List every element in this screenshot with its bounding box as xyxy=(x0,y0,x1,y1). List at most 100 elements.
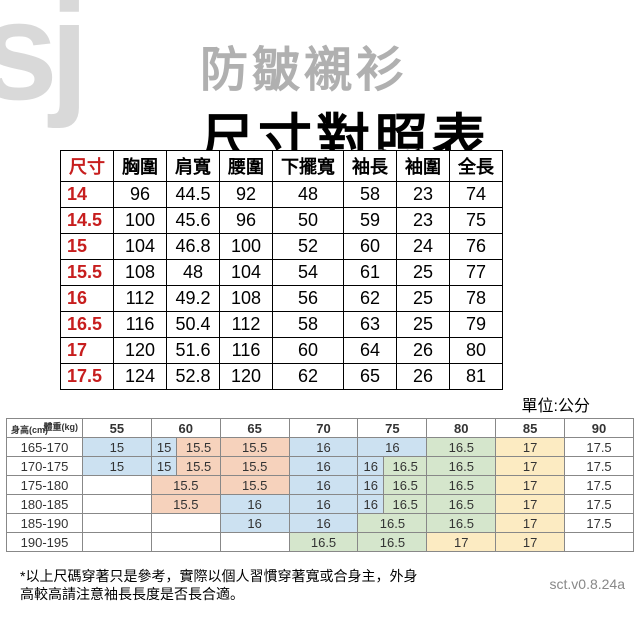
size-label-cell: 16.5 xyxy=(61,312,114,338)
height-label-cell: 170-175 xyxy=(7,457,83,476)
size-value-cell: 116 xyxy=(114,312,167,338)
rec-cell xyxy=(151,533,220,552)
rec-cell: 17.5 xyxy=(565,476,634,495)
size-value-cell: 104 xyxy=(220,260,273,286)
size-value-cell: 100 xyxy=(220,234,273,260)
size-row: 17.512452.812062652681 xyxy=(61,364,503,390)
size-label-cell: 17.5 xyxy=(61,364,114,390)
rec-cell: 16 xyxy=(289,514,358,533)
size-value-cell: 61 xyxy=(344,260,397,286)
rec-cell: 17 xyxy=(496,476,565,495)
size-value-cell: 96 xyxy=(114,182,167,208)
size-value-cell: 60 xyxy=(344,234,397,260)
height-label-cell: 190-195 xyxy=(7,533,83,552)
weight-header: 75 xyxy=(358,419,427,438)
rec-cell xyxy=(83,533,152,552)
unit-label: 單位:公分 xyxy=(522,392,590,416)
size-value-cell: 96 xyxy=(220,208,273,234)
rec-cell xyxy=(83,495,152,514)
rec-cell: 15 xyxy=(83,438,152,457)
size-label-cell: 16 xyxy=(61,286,114,312)
weight-header: 85 xyxy=(496,419,565,438)
size-value-cell: 25 xyxy=(397,260,450,286)
weight-header: 65 xyxy=(220,419,289,438)
size-value-cell: 23 xyxy=(397,208,450,234)
rec-cell: 16 xyxy=(358,457,384,476)
size-col-header: 腰圍 xyxy=(220,151,273,182)
size-label-cell: 14 xyxy=(61,182,114,208)
size-table-container: 尺寸胸圍肩寬腰圍下擺寬袖長袖圍全長 149644.5924858237414.5… xyxy=(60,150,503,390)
axis-height-label: 身高(cm) xyxy=(11,423,48,436)
size-value-cell: 77 xyxy=(450,260,503,286)
rec-cell: 15.5 xyxy=(220,476,289,495)
size-value-cell: 58 xyxy=(273,312,344,338)
size-value-cell: 112 xyxy=(114,286,167,312)
rec-cell xyxy=(83,476,152,495)
weight-header: 70 xyxy=(289,419,358,438)
height-label-cell: 180-185 xyxy=(7,495,83,514)
size-col-header: 下擺寬 xyxy=(273,151,344,182)
size-value-cell: 65 xyxy=(344,364,397,390)
rec-cell: 15.5 xyxy=(220,438,289,457)
size-value-cell: 25 xyxy=(397,286,450,312)
size-value-cell: 104 xyxy=(114,234,167,260)
rec-cell: 17.5 xyxy=(565,438,634,457)
size-value-cell: 75 xyxy=(450,208,503,234)
size-col-header: 肩寬 xyxy=(167,151,220,182)
rec-cell: 16.5 xyxy=(427,495,496,514)
weight-header: 90 xyxy=(565,419,634,438)
size-row: 1712051.611660642680 xyxy=(61,338,503,364)
size-label-cell: 17 xyxy=(61,338,114,364)
size-value-cell: 108 xyxy=(220,286,273,312)
size-row: 1510446.810052602476 xyxy=(61,234,503,260)
size-value-cell: 50 xyxy=(273,208,344,234)
rec-cell: 16.5 xyxy=(383,457,426,476)
rec-cell xyxy=(565,533,634,552)
rec-cell: 16 xyxy=(358,476,384,495)
rec-cell: 17.5 xyxy=(565,457,634,476)
rec-cell: 16.5 xyxy=(427,457,496,476)
size-value-cell: 46.8 xyxy=(167,234,220,260)
size-value-cell: 44.5 xyxy=(167,182,220,208)
size-value-cell: 62 xyxy=(344,286,397,312)
rec-cell xyxy=(220,533,289,552)
size-value-cell: 49.2 xyxy=(167,286,220,312)
weight-header: 55 xyxy=(83,419,152,438)
rec-row: 170-175151515.515.5161616.516.51717.5 xyxy=(7,457,634,476)
size-value-cell: 120 xyxy=(220,364,273,390)
size-label-cell: 14.5 xyxy=(61,208,114,234)
size-value-cell: 79 xyxy=(450,312,503,338)
size-value-cell: 64 xyxy=(344,338,397,364)
rec-cell: 15.5 xyxy=(151,476,220,495)
rec-row: 165-170151515.515.5161616.51717.5 xyxy=(7,438,634,457)
size-value-cell: 116 xyxy=(220,338,273,364)
size-col-header: 尺寸 xyxy=(61,151,114,182)
rec-cell: 15 xyxy=(83,457,152,476)
rec-row: 185-190161616.516.51717.5 xyxy=(7,514,634,533)
axis-header: 體重(kg)身高(cm) xyxy=(7,419,83,438)
rec-cell: 17 xyxy=(496,533,565,552)
rec-cell: 15.5 xyxy=(151,495,220,514)
size-row: 14.510045.69650592375 xyxy=(61,208,503,234)
rec-cell: 16.5 xyxy=(427,438,496,457)
size-col-header: 袖長 xyxy=(344,151,397,182)
size-value-cell: 100 xyxy=(114,208,167,234)
rec-cell: 17 xyxy=(496,514,565,533)
size-row: 149644.59248582374 xyxy=(61,182,503,208)
size-value-cell: 48 xyxy=(273,182,344,208)
size-value-cell: 81 xyxy=(450,364,503,390)
size-value-cell: 80 xyxy=(450,338,503,364)
rec-cell: 15 xyxy=(151,457,177,476)
rec-cell: 16.5 xyxy=(427,476,496,495)
subtitle: 防皺襯衫 xyxy=(200,30,490,100)
size-col-header: 胸圍 xyxy=(114,151,167,182)
size-value-cell: 24 xyxy=(397,234,450,260)
weight-header: 60 xyxy=(151,419,220,438)
rec-cell: 17 xyxy=(496,457,565,476)
rec-row: 180-18515.516161616.516.51717.5 xyxy=(7,495,634,514)
size-value-cell: 56 xyxy=(273,286,344,312)
size-value-cell: 76 xyxy=(450,234,503,260)
rec-cell: 16 xyxy=(289,495,358,514)
rec-cell: 16.5 xyxy=(358,514,427,533)
rec-cell: 16 xyxy=(358,495,384,514)
